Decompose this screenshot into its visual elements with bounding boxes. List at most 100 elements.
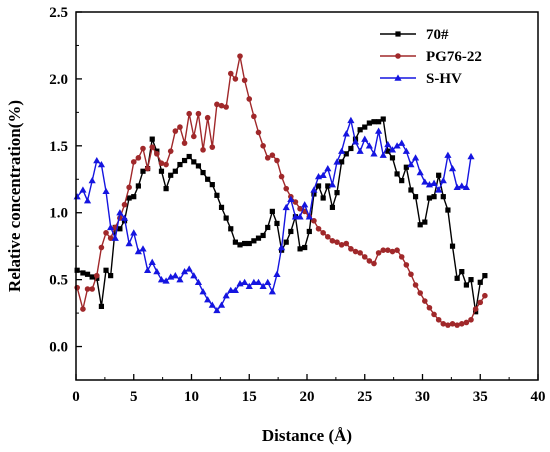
data-point [399, 178, 405, 184]
data-point [98, 244, 105, 251]
data-point [172, 128, 179, 134]
data-point [149, 144, 156, 150]
data-point [227, 70, 234, 77]
series-layer [73, 53, 488, 328]
legend-label: 70# [426, 27, 449, 43]
data-point [439, 177, 447, 184]
data-point [108, 273, 114, 279]
data-point [250, 278, 258, 286]
data-point [93, 156, 101, 164]
legend-label: S-HV [426, 71, 462, 87]
data-point [191, 133, 197, 140]
data-point [181, 157, 188, 164]
y-axis-title: Relative concentration(%) [5, 100, 24, 292]
data-point [195, 163, 202, 169]
data-point [93, 272, 100, 279]
data-point [301, 201, 309, 208]
data-point [209, 144, 216, 150]
data-point [333, 158, 341, 165]
data-point [246, 240, 252, 247]
data-point [472, 306, 479, 312]
data-point [186, 153, 192, 160]
x-tick-label: 30 [415, 389, 430, 405]
data-point [416, 168, 424, 176]
data-point [458, 320, 465, 327]
data-point [388, 146, 397, 153]
data-point [208, 301, 216, 308]
data-point [231, 286, 239, 294]
data-point [417, 290, 423, 296]
data-point [371, 260, 377, 267]
data-point [426, 195, 433, 201]
data-point [357, 250, 363, 256]
data-point [440, 194, 446, 200]
data-point [177, 124, 183, 130]
data-point [195, 110, 202, 117]
data-point [126, 184, 132, 191]
series-line [76, 55, 486, 326]
data-point [177, 161, 183, 168]
data-point [251, 113, 257, 120]
data-point [334, 239, 340, 245]
data-point [305, 213, 313, 220]
data-point [80, 270, 86, 276]
data-point [287, 195, 295, 203]
y-tick-label: 0.5 [49, 273, 68, 289]
data-point [278, 173, 285, 180]
data-point [306, 228, 312, 235]
data-point [375, 250, 382, 256]
data-point [268, 288, 276, 295]
data-point [458, 182, 466, 189]
data-point [408, 271, 414, 278]
data-point [283, 239, 289, 245]
data-point [149, 136, 155, 142]
data-point [467, 152, 475, 160]
data-point [186, 110, 192, 117]
data-point [218, 102, 225, 109]
x-tick-label: 15 [242, 389, 257, 405]
data-point [103, 267, 109, 273]
data-point [168, 172, 174, 178]
data-point [440, 320, 447, 327]
x-axis: 0 5 10 15 20 25 30 35 40 [72, 374, 546, 405]
data-point [84, 271, 91, 277]
data-point [463, 319, 470, 326]
data-point [277, 243, 286, 251]
data-point [79, 186, 87, 193]
data-point [403, 164, 409, 170]
data-point [172, 168, 178, 174]
data-point [375, 127, 383, 134]
data-point [411, 154, 420, 161]
legend-item: 70# [380, 27, 449, 43]
x-tick-label: 25 [357, 389, 372, 405]
y-tick-label: 1.5 [49, 139, 68, 155]
data-point [343, 151, 349, 157]
data-point [237, 242, 243, 248]
data-point [348, 246, 354, 252]
legend-item: S-HV [380, 71, 462, 87]
data-point [97, 160, 106, 168]
data-point [430, 179, 438, 186]
data-point [194, 278, 203, 286]
data-point [251, 238, 257, 244]
data-point [218, 204, 225, 210]
data-point [361, 254, 368, 260]
data-point [310, 186, 318, 193]
data-point [200, 147, 206, 153]
data-point [163, 186, 169, 192]
data-point [167, 148, 174, 154]
data-point [125, 239, 133, 247]
data-point [255, 235, 262, 241]
data-point [264, 278, 272, 286]
data-point [126, 195, 132, 201]
data-point [448, 164, 457, 172]
data-point [477, 279, 483, 285]
data-point [274, 157, 280, 164]
data-point [412, 194, 419, 200]
data-point [140, 145, 146, 152]
data-point [139, 245, 147, 252]
data-point [158, 160, 165, 167]
data-point [329, 204, 336, 210]
data-point [181, 140, 188, 146]
